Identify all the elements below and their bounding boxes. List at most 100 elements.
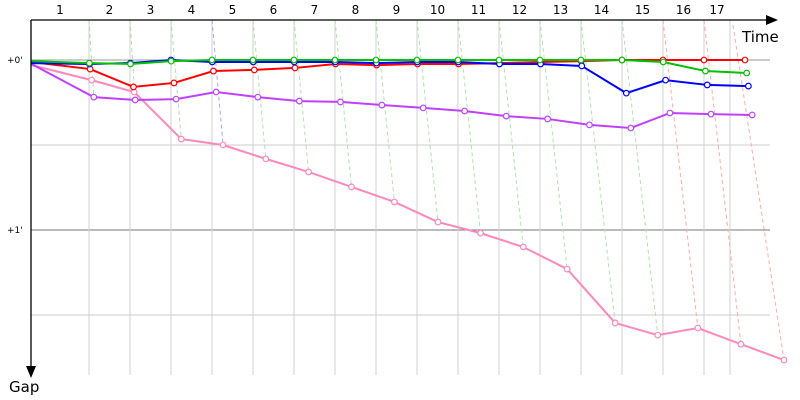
lap-crossing-line bbox=[662, 19, 699, 329]
y-tick-label-1: +1' bbox=[7, 226, 23, 236]
data-point bbox=[577, 56, 585, 64]
data-point bbox=[295, 97, 303, 105]
data-point bbox=[694, 324, 702, 332]
lap-crossing-line bbox=[703, 19, 742, 345]
data-point bbox=[413, 56, 421, 64]
data-point bbox=[563, 265, 571, 273]
data-point bbox=[536, 56, 544, 64]
series-green bbox=[31, 56, 751, 77]
data-point bbox=[611, 319, 619, 327]
data-point bbox=[748, 111, 756, 119]
data-point bbox=[90, 93, 98, 101]
data-point bbox=[372, 56, 380, 64]
grid bbox=[31, 20, 770, 375]
x-tick-label: 6 bbox=[270, 3, 278, 17]
data-point bbox=[744, 82, 752, 90]
x-tick-label: 1 bbox=[56, 3, 64, 17]
x-tick-label: 15 bbox=[635, 3, 650, 17]
x-tick-label: 7 bbox=[311, 3, 319, 17]
data-point bbox=[331, 56, 339, 64]
lap-crossing-line bbox=[580, 19, 616, 323]
data-point bbox=[737, 340, 745, 348]
lap-crossing-lines bbox=[88, 19, 785, 361]
x-tick-label: 8 bbox=[352, 3, 360, 17]
data-point bbox=[219, 141, 227, 149]
data-point bbox=[578, 62, 586, 70]
data-point bbox=[618, 56, 626, 64]
x-tick-label: 12 bbox=[512, 3, 527, 17]
lap-crossing-line bbox=[416, 19, 439, 223]
data-point bbox=[212, 88, 220, 96]
data-point bbox=[127, 60, 134, 68]
data-point bbox=[434, 218, 442, 226]
data-point bbox=[254, 93, 262, 101]
x-tick-label: 16 bbox=[676, 3, 691, 17]
data-point bbox=[88, 76, 96, 84]
data-point bbox=[666, 109, 674, 117]
data-point bbox=[662, 76, 670, 84]
data-point bbox=[419, 104, 427, 112]
data-point bbox=[208, 56, 216, 64]
data-point bbox=[780, 356, 788, 364]
lap-crossing-line bbox=[88, 19, 95, 98]
y-axis-label: Gap bbox=[9, 378, 39, 396]
data-point bbox=[454, 56, 462, 64]
data-point bbox=[378, 101, 386, 109]
data-point bbox=[131, 96, 139, 104]
data-point bbox=[167, 57, 175, 65]
data-point bbox=[659, 58, 667, 66]
x-tick-label: 17 bbox=[709, 3, 724, 17]
data-point bbox=[702, 67, 709, 75]
lap-crossing-line bbox=[732, 24, 785, 361]
data-point bbox=[337, 98, 344, 106]
data-point bbox=[703, 81, 711, 89]
series-line-pink bbox=[31, 64, 785, 361]
x-tick-label: 2 bbox=[106, 3, 114, 17]
data-point bbox=[495, 56, 503, 64]
data-point bbox=[586, 121, 593, 129]
data-point bbox=[477, 229, 484, 237]
data-point bbox=[170, 79, 178, 87]
lap-crossing-line bbox=[498, 19, 524, 248]
data-point bbox=[741, 56, 749, 64]
data-point bbox=[348, 183, 355, 191]
data-point bbox=[391, 198, 398, 206]
series-purple bbox=[31, 63, 756, 132]
lap-crossing-line bbox=[375, 19, 395, 203]
lap-crossing-line bbox=[252, 19, 267, 159]
data-point bbox=[502, 112, 510, 120]
series-line-blue bbox=[31, 58, 749, 95]
x-tick-label: 5 bbox=[229, 3, 237, 17]
data-point bbox=[700, 56, 708, 64]
lap-crossing-line bbox=[211, 19, 224, 146]
data-point bbox=[461, 107, 469, 115]
data-point bbox=[544, 115, 552, 123]
x-tick-label: 11 bbox=[471, 3, 486, 17]
x-tick-label: 14 bbox=[594, 3, 609, 17]
data-point bbox=[86, 59, 93, 67]
x-tick-label: 9 bbox=[393, 3, 401, 17]
y-tick-label-0: +0' bbox=[7, 56, 23, 66]
x-tick-label: 4 bbox=[188, 3, 196, 17]
data-point bbox=[262, 155, 270, 163]
x-tick-labels: 1 2 3 4 5 6 7 8 9 10 11 12 13 14 15 16 17 bbox=[56, 3, 724, 17]
data-point bbox=[177, 135, 185, 143]
data-point bbox=[743, 69, 751, 77]
series-pink bbox=[31, 64, 788, 364]
data-point bbox=[290, 56, 298, 64]
data-point bbox=[210, 67, 217, 75]
data-point bbox=[172, 95, 180, 103]
series-line-green bbox=[31, 59, 747, 75]
x-axis-label: Time bbox=[741, 28, 779, 46]
data-point bbox=[250, 66, 258, 74]
data-point bbox=[627, 124, 635, 132]
data-point bbox=[291, 64, 299, 72]
data-point bbox=[519, 243, 527, 251]
lap-crossing-line bbox=[621, 19, 659, 336]
lap-crossing-line bbox=[293, 19, 310, 172]
y-axis-arrow-icon bbox=[26, 366, 36, 378]
series-lines bbox=[31, 56, 788, 364]
data-point bbox=[622, 89, 630, 97]
data-point bbox=[305, 168, 312, 176]
